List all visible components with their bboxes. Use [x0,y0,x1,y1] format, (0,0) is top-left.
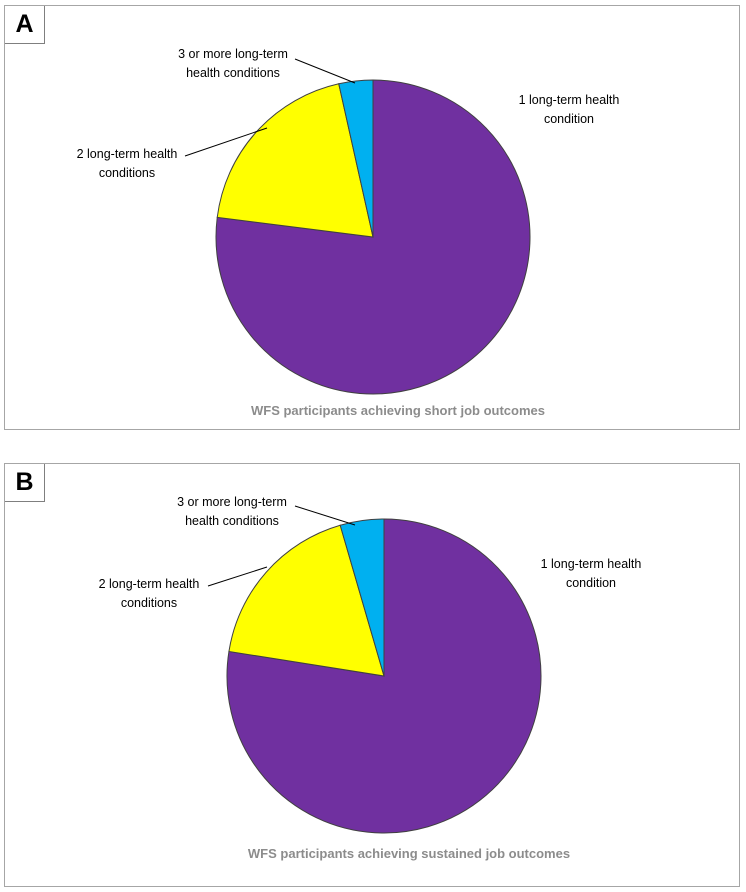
panel-letter-a: A [5,6,45,44]
pie-slice-b-3 [339,518,385,677]
panel-letter-b: B [5,464,45,502]
slice-label-a-3: 3 or more long-term health conditions [178,47,288,80]
slice-label-b-3: 3 or more long-term health conditions [177,495,287,528]
pie-chart-a: 1 long-term health condition 2 long-term h… [77,47,620,418]
leader-line-a-2 [184,127,268,157]
chart-caption-b: WFS participants achieving sustained job… [248,846,570,861]
leader-line-b-3 [294,505,356,526]
pie-slice-a-1 [215,79,531,395]
pie-slice-b-2 [228,524,385,677]
leader-line-a-3 [294,58,356,84]
pie-chart-b: 1 long-term health condition 2 long-term h… [99,495,642,861]
pie-slice-a-3 [338,79,374,238]
chart-panel-a: A 1 long-term health condition 2 long-term… [4,5,740,430]
chart-panel-b: B 1 long-term health condition 2 long-term… [4,463,740,887]
slice-label-b-1: 1 long-term health condition [541,557,642,590]
slice-label-a-1: 1 long-term health condition [519,93,620,126]
chart-caption-a: WFS participants achieving short job out… [251,403,545,418]
slice-label-b-2: 2 long-term health conditions [99,577,200,610]
slice-label-a-2: 2 long-term health conditions [77,147,178,180]
leader-line-b-2 [207,566,268,587]
